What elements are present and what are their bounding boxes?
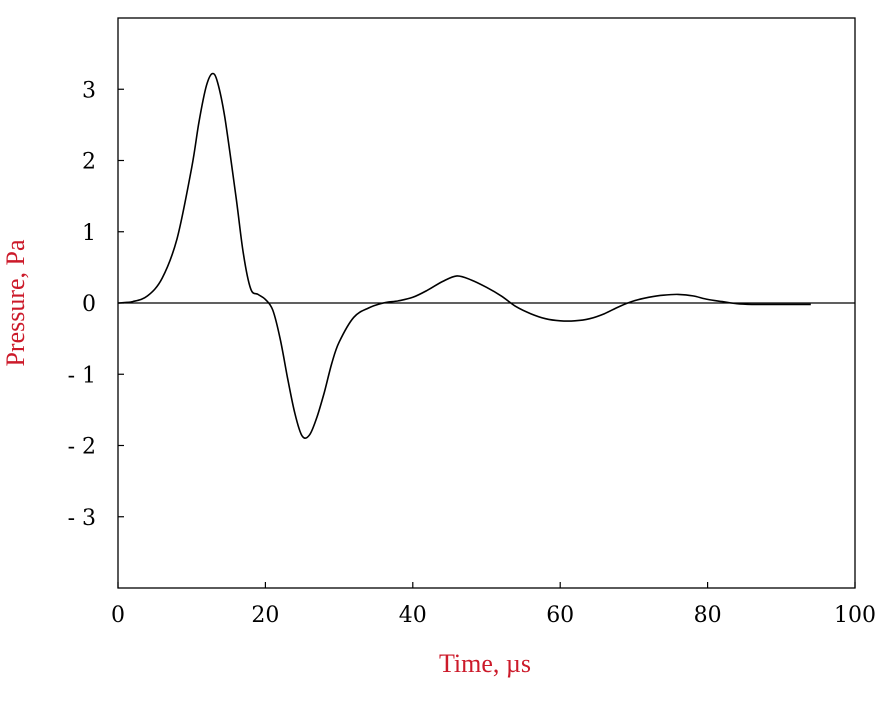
x-axis: 0 20 40 60 80 100 xyxy=(111,582,876,628)
y-tick-label: - 3 xyxy=(68,506,96,531)
x-tick-label: 20 xyxy=(251,603,279,628)
y-axis: 3 2 1 0 - 1 - 2 - 3 xyxy=(68,78,124,531)
x-tick-label: 100 xyxy=(834,603,876,628)
x-tick-label: 40 xyxy=(399,603,427,628)
y-tick-label: 1 xyxy=(82,221,96,246)
y-tick-label: 2 xyxy=(82,150,96,175)
x-tick-label: 80 xyxy=(694,603,722,628)
y-axis-title: Pressure, Pa xyxy=(1,239,30,367)
y-tick-label: - 2 xyxy=(68,435,96,460)
x-tick-label: 60 xyxy=(546,603,574,628)
y-tick-label: 3 xyxy=(82,78,96,103)
x-tick-label: 0 xyxy=(111,603,125,628)
y-tick-label: - 1 xyxy=(68,363,96,388)
pressure-series-line xyxy=(117,72,811,439)
y-tick-label: 0 xyxy=(82,292,96,317)
x-axis-title: Time, µs xyxy=(439,649,531,678)
